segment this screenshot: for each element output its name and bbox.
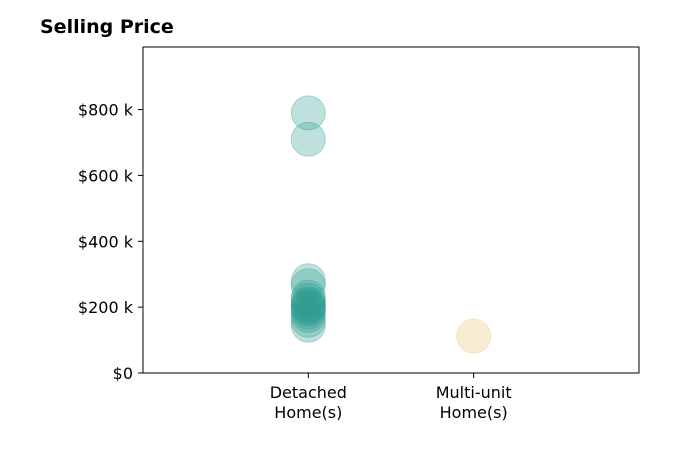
- x-tick-label: Detached Home(s): [270, 383, 347, 422]
- data-point: [290, 263, 326, 299]
- data-point: [290, 283, 326, 319]
- data-point: [456, 318, 492, 354]
- data-point: [290, 307, 326, 343]
- plot-frame: [142, 46, 640, 374]
- data-point: [290, 279, 326, 315]
- data-point: [290, 294, 326, 330]
- data-point: [290, 297, 326, 333]
- data-point: [290, 121, 326, 157]
- data-point: [290, 302, 326, 338]
- y-axis: $0 $200 k $400 k $600 k $800 k: [78, 101, 143, 383]
- y-tick-label: $400 k: [78, 232, 134, 251]
- data-point: [290, 286, 326, 322]
- chart-title: Selling Price: [40, 16, 174, 38]
- data-point: [290, 268, 326, 304]
- data-point: [290, 289, 326, 325]
- data-point: [290, 291, 326, 327]
- x-tick-label: Multi-unit Home(s): [436, 383, 512, 422]
- y-tick-label: $0: [113, 364, 133, 383]
- y-tick-label: $600 k: [78, 166, 134, 185]
- x-axis: Detached Home(s) Multi-unit Home(s): [270, 373, 512, 422]
- data-point: [290, 95, 326, 131]
- data-points: [290, 95, 492, 354]
- y-tick-label: $800 k: [78, 101, 134, 120]
- data-point: [290, 287, 326, 323]
- y-tick-label: $200 k: [78, 298, 134, 317]
